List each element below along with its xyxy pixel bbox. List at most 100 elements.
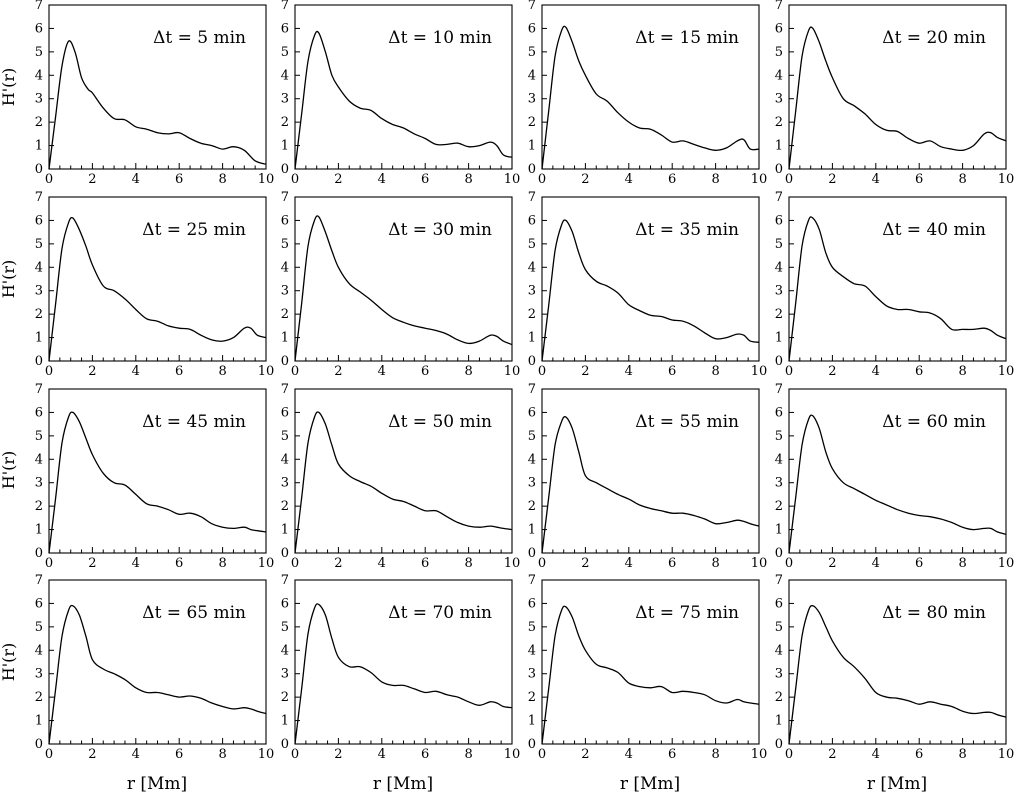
x-tick-label: 0 — [785, 556, 793, 571]
x-tick-label: 4 — [872, 747, 880, 762]
y-tick-label: 6 — [35, 596, 43, 611]
y-tick-label: 5 — [35, 237, 43, 252]
delta-t-annotation: Δt = 30 min — [388, 220, 492, 240]
x-tick-label: 0 — [538, 364, 546, 379]
panel-12: 0 2 4 6 8 10 0 1 2 3 4 5 6 7 Δt = 60 min — [775, 382, 1015, 571]
x-tick-label: 10 — [998, 364, 1015, 379]
x-tick-label: 6 — [668, 556, 676, 571]
x-tick-label: 4 — [625, 364, 633, 379]
y-tick-label: 1 — [528, 714, 536, 729]
y-tick-label: 5 — [528, 620, 536, 635]
y-tick-label: 2 — [281, 499, 289, 514]
x-tick-label: 0 — [538, 747, 546, 762]
x-tick-label: 2 — [334, 747, 342, 762]
y-tick-label: 0 — [281, 354, 289, 369]
x-tick-label: 0 — [291, 556, 299, 571]
x-tick-label: 6 — [421, 747, 429, 762]
y-tick-label: 5 — [775, 45, 783, 60]
y-tick-label: 7 — [775, 573, 783, 588]
x-tick-label: 8 — [218, 747, 226, 762]
delta-t-annotation: Δt = 45 min — [142, 412, 246, 432]
y-tick-label: 6 — [35, 405, 43, 420]
y-tick-label: 3 — [528, 92, 536, 107]
x-tick-label: 0 — [538, 556, 546, 571]
y-tick-label: 5 — [281, 45, 289, 60]
y-tick-label: 5 — [281, 429, 289, 444]
y-tick-label: 6 — [281, 213, 289, 228]
y-tick-label: 6 — [35, 213, 43, 228]
y-tick-label: 1 — [775, 714, 783, 729]
y-tick-label: 2 — [528, 499, 536, 514]
x-tick-label: 2 — [828, 172, 836, 187]
x-tick-label: 10 — [751, 747, 768, 762]
y-tick-label: 4 — [775, 452, 783, 467]
y-tick-label: 0 — [35, 162, 43, 177]
x-tick-label: 4 — [378, 364, 386, 379]
y-tick-label: 1 — [281, 139, 289, 154]
y-tick-label: 6 — [281, 405, 289, 420]
delta-t-annotation: Δt = 50 min — [388, 412, 492, 432]
y-tick-label: 2 — [775, 499, 783, 514]
y-tick-label: 6 — [528, 213, 536, 228]
x-tick-label: 4 — [132, 364, 140, 379]
y-tick-label: 7 — [281, 190, 289, 205]
y-tick-label: 6 — [281, 21, 289, 36]
x-tick-label: 4 — [872, 364, 880, 379]
y-tick-label: 7 — [35, 573, 43, 588]
y-tick-label: 5 — [775, 237, 783, 252]
y-tick-label: 1 — [35, 523, 43, 538]
y-tick-label: 2 — [35, 690, 43, 705]
x-tick-label: 8 — [464, 172, 472, 187]
series-line — [294, 215, 513, 362]
x-tick-label: 6 — [175, 364, 183, 379]
panel-7: 0 2 4 6 8 10 0 1 2 3 4 5 6 7 Δt = 35 min — [528, 190, 768, 379]
x-tick-label: 6 — [175, 747, 183, 762]
y-tick-label: 2 — [35, 307, 43, 322]
y-tick-label: 6 — [528, 405, 536, 420]
x-tick-label: 6 — [421, 172, 429, 187]
x-tick-label: 6 — [421, 556, 429, 571]
panel-1: 0 2 4 6 8 10 0 1 2 3 4 5 6 7 Δt = 5 min — [35, 0, 275, 187]
panel-16: 0 2 4 6 8 10 0 1 2 3 4 5 6 7 Δt = 80 min — [775, 573, 1015, 762]
x-tick-label: 10 — [504, 172, 521, 187]
panel-8: 0 2 4 6 8 10 0 1 2 3 4 5 6 7 Δt = 40 min — [775, 190, 1015, 379]
x-tick-label: 0 — [785, 747, 793, 762]
y-tick-label: 3 — [35, 92, 43, 107]
series-line — [541, 605, 760, 745]
y-tick-label: 0 — [35, 737, 43, 752]
panel-11: 0 2 4 6 8 10 0 1 2 3 4 5 6 7 Δt = 55 min — [528, 382, 768, 571]
y-tick-label: 6 — [775, 21, 783, 36]
y-tick-label: 1 — [528, 331, 536, 346]
x-tick-label: 4 — [378, 747, 386, 762]
series-line — [48, 604, 267, 745]
series-line — [788, 604, 1007, 745]
x-tick-label: 6 — [175, 172, 183, 187]
y-tick-label: 4 — [528, 68, 536, 83]
x-tick-label: 2 — [581, 747, 589, 762]
y-tick-label: 7 — [528, 382, 536, 397]
panel-5: 0 2 4 6 8 10 0 1 2 3 4 5 6 7 Δt = 25 min — [35, 190, 275, 379]
x-tick-label: 0 — [785, 172, 793, 187]
x-axis-label-col-4: r [Mm] — [867, 774, 927, 794]
y-tick-label: 3 — [35, 476, 43, 491]
x-tick-label: 4 — [872, 172, 880, 187]
y-tick-label: 7 — [281, 382, 289, 397]
panel-4: 0 2 4 6 8 10 0 1 2 3 4 5 6 7 Δt = 20 min — [775, 0, 1015, 187]
y-tick-label: 1 — [775, 139, 783, 154]
y-tick-label: 1 — [35, 331, 43, 346]
y-tick-label: 2 — [775, 307, 783, 322]
x-tick-label: 4 — [132, 556, 140, 571]
y-axis-label-row-3: H'(r) — [0, 451, 18, 489]
x-tick-label: 8 — [711, 172, 719, 187]
panel-2: 0 2 4 6 8 10 0 1 2 3 4 5 6 7 Δt = 10 min — [281, 0, 521, 187]
y-tick-label: 3 — [35, 284, 43, 299]
y-tick-label: 5 — [775, 429, 783, 444]
x-tick-label: 8 — [711, 747, 719, 762]
x-tick-label: 10 — [998, 747, 1015, 762]
y-tick-label: 2 — [35, 115, 43, 130]
y-tick-label: 5 — [528, 45, 536, 60]
y-tick-label: 2 — [775, 115, 783, 130]
x-tick-label: 8 — [464, 556, 472, 571]
x-tick-label: 2 — [88, 172, 96, 187]
